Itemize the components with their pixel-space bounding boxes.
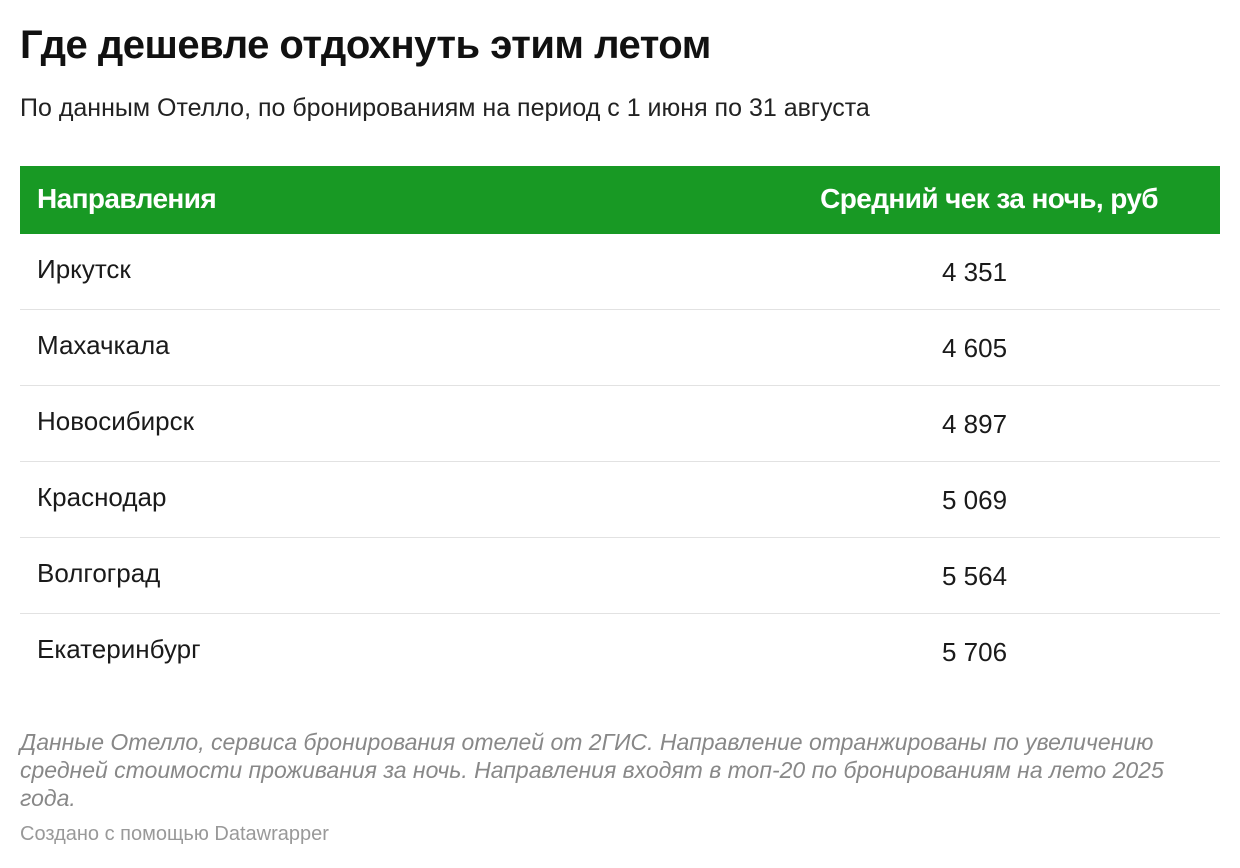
chart-notes: Данные Отелло, сервиса бронирования отел… bbox=[20, 729, 1164, 811]
table-body: Иркутск 4 351 Махачкала 4 605 Новосибирск 4 8… bbox=[20, 234, 1220, 689]
row-destination: Волгоград bbox=[37, 558, 161, 588]
row-average-price: 4 605 bbox=[942, 333, 1008, 363]
row-average-price: 5 069 bbox=[942, 485, 1008, 515]
column-header-average-price[interactable]: Средний чек за ночь, руб bbox=[820, 183, 1158, 214]
row-average-price: 5 564 bbox=[942, 561, 1008, 591]
column-header-destinations[interactable]: Направления bbox=[37, 183, 217, 214]
data-table: Направления Средний чек за ночь, руб Ирк… bbox=[20, 166, 1220, 689]
chart-credit[interactable]: Создано с помощью Datawrapper bbox=[20, 823, 329, 845]
row-average-price: 4 351 bbox=[942, 257, 1008, 287]
table-row: Волгоград 5 564 bbox=[20, 538, 1220, 614]
row-average-price: 4 897 bbox=[942, 409, 1008, 439]
table-row: Краснодар 5 069 bbox=[20, 462, 1220, 538]
row-destination: Екатеринбург bbox=[37, 634, 201, 664]
row-destination: Новосибирск bbox=[37, 406, 194, 436]
chart-subtitle: По данным Отелло, по бронированиям на пе… bbox=[20, 94, 870, 122]
row-destination: Махачкала bbox=[37, 330, 170, 360]
table-row: Махачкала 4 605 bbox=[20, 310, 1220, 386]
row-destination: Краснодар bbox=[37, 482, 167, 512]
row-destination: Иркутск bbox=[37, 254, 131, 284]
table-row: Иркутск 4 351 bbox=[20, 234, 1220, 310]
chart-title: Где дешевле отдохнуть этим летом bbox=[20, 23, 711, 67]
table-header: Направления Средний чек за ночь, руб bbox=[20, 166, 1220, 234]
table-row: Екатеринбург 5 706 bbox=[20, 614, 1220, 689]
row-average-price: 5 706 bbox=[942, 637, 1008, 667]
table-row: Новосибирск 4 897 bbox=[20, 386, 1220, 462]
